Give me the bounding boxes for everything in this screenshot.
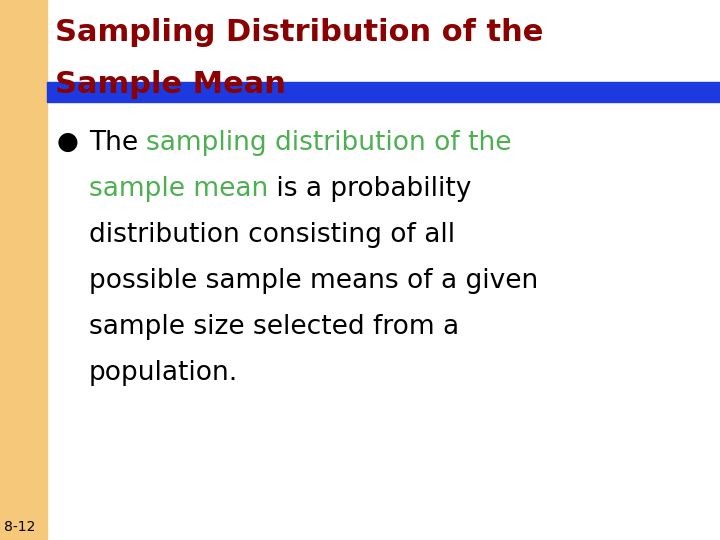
Text: distribution consisting of all: distribution consisting of all	[89, 222, 455, 248]
Text: sampling distribution of the: sampling distribution of the	[146, 130, 512, 156]
Bar	[47, 82, 720, 102]
Text: Sample Mean: Sample Mean	[55, 70, 286, 99]
Text: The: The	[89, 130, 146, 156]
Text: sample mean: sample mean	[89, 176, 268, 202]
Text: is a probability: is a probability	[268, 176, 472, 202]
Text: ●: ●	[57, 130, 78, 154]
Text: Sampling Distribution of the: Sampling Distribution of the	[55, 18, 543, 47]
Text: possible sample means of a given: possible sample means of a given	[89, 268, 538, 294]
Bar	[0, 0, 47, 540]
Text: sample size selected from a: sample size selected from a	[89, 314, 459, 340]
Text: population.: population.	[89, 360, 238, 386]
Text: 8-12: 8-12	[4, 520, 35, 534]
